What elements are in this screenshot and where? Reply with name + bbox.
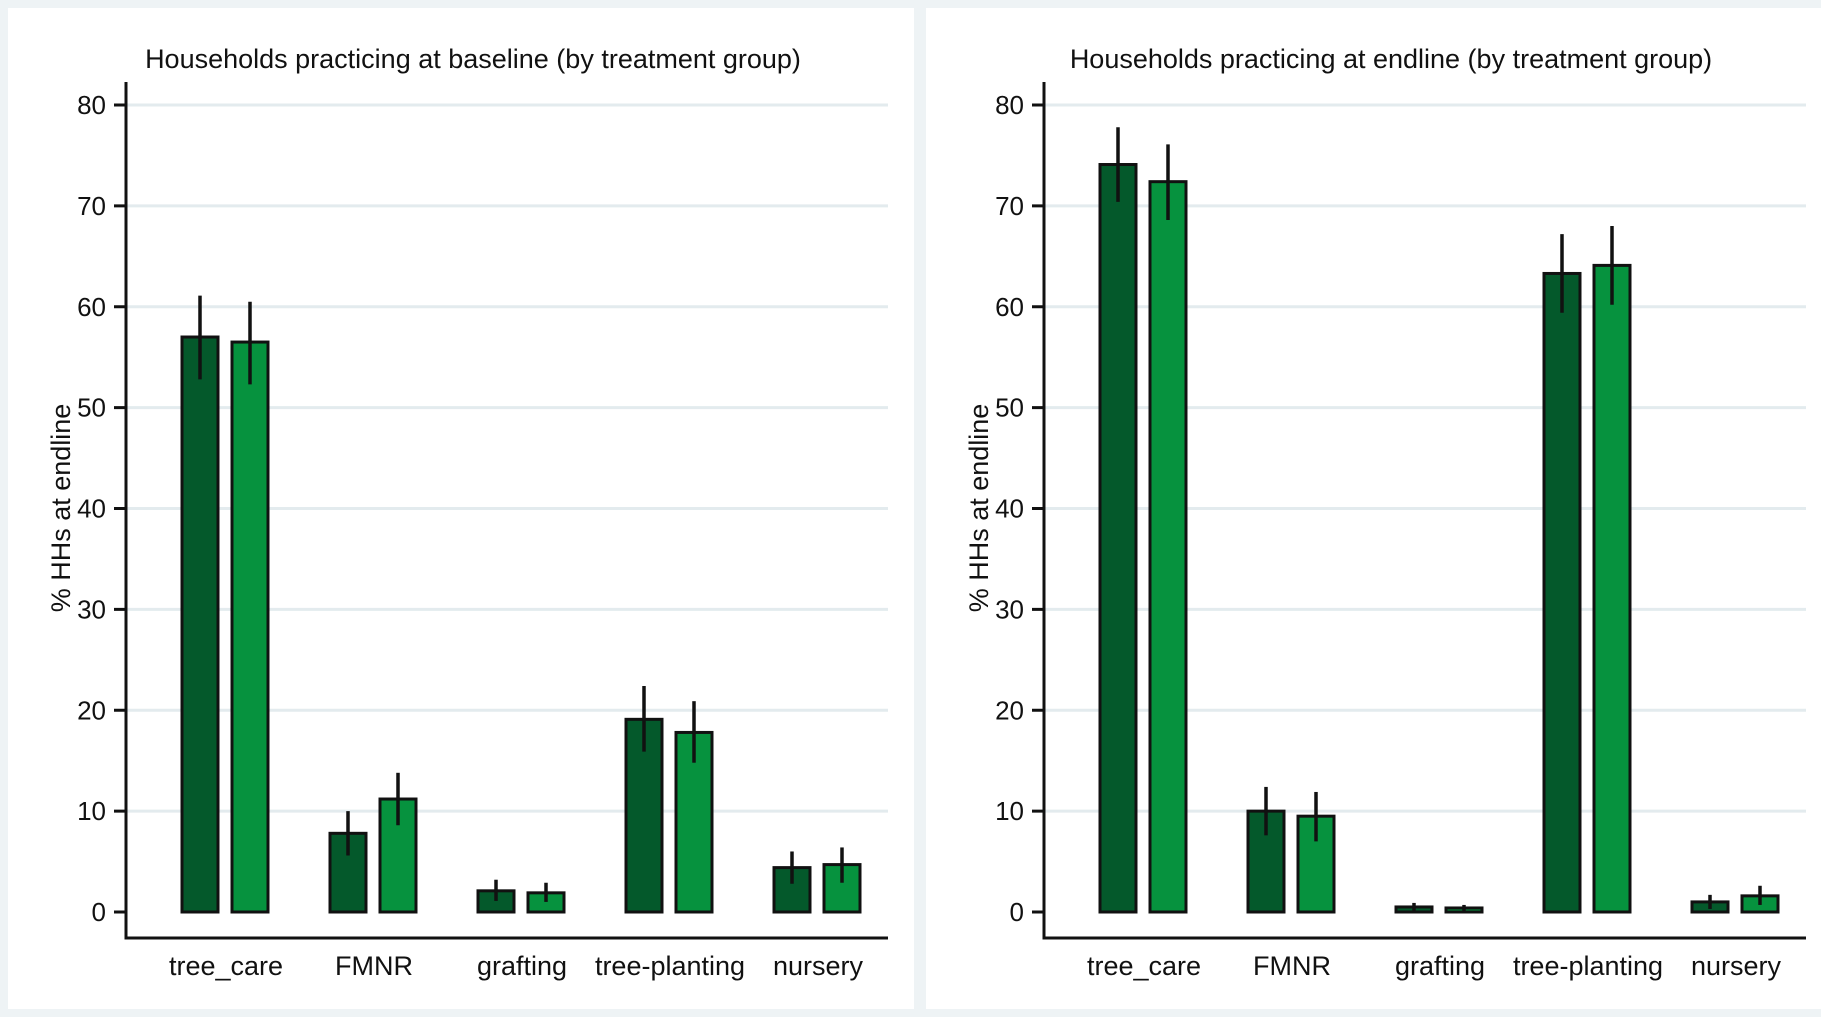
x-tick-label-nursery: nursery — [1691, 951, 1782, 981]
y-tick-label-0: 0 — [1010, 897, 1024, 927]
bar-tree-planting-series-1 — [1542, 271, 1582, 914]
bar-tree-planting-series-2 — [1592, 263, 1632, 914]
y-tick-label-80: 80 — [77, 90, 106, 120]
y-tick-label-0: 0 — [92, 897, 106, 927]
x-tick-label-tree_care: tree_care — [169, 951, 283, 981]
x-tick-label-grafting: grafting — [477, 951, 567, 981]
y-tick-label-80: 80 — [995, 90, 1024, 120]
endline-chart: Households practicing at endline (by tre… — [964, 44, 1806, 981]
chart-panel-baseline: Households practicing at baseline (by tr… — [8, 8, 914, 1009]
baseline-chart: Households practicing at baseline (by tr… — [46, 44, 888, 981]
x-tick-label-nursery: nursery — [773, 951, 864, 981]
y-tick-label-60: 60 — [995, 292, 1024, 322]
bar-FMNR-series-2 — [1296, 814, 1336, 914]
x-tick-label-tree-planting: tree-planting — [1513, 951, 1663, 981]
chart-title: Households practicing at baseline (by tr… — [145, 44, 801, 74]
y-tick-label-30: 30 — [77, 594, 106, 624]
x-tick-label-tree_care: tree_care — [1087, 951, 1201, 981]
y-tick-label-60: 60 — [77, 292, 106, 322]
y-tick-label-10: 10 — [77, 796, 106, 826]
y-tick-label-40: 40 — [995, 494, 1024, 524]
chart-title: Households practicing at endline (by tre… — [1070, 44, 1712, 74]
x-tick-label-FMNR: FMNR — [1253, 951, 1331, 981]
y-tick-label-20: 20 — [995, 695, 1024, 725]
y-axis-label: % HHs at endline — [46, 404, 76, 613]
bar-tree_care-series-2 — [230, 340, 270, 914]
y-tick-label-50: 50 — [77, 393, 106, 423]
y-tick-label-40: 40 — [77, 494, 106, 524]
y-tick-label-30: 30 — [995, 594, 1024, 624]
y-tick-label-70: 70 — [995, 191, 1024, 221]
x-tick-label-tree-planting: tree-planting — [595, 951, 745, 981]
y-tick-label-10: 10 — [995, 796, 1024, 826]
y-axis-label: % HHs at endline — [964, 404, 994, 613]
bar-tree_care-series-1 — [1098, 163, 1138, 914]
bar-tree_care-series-2 — [1148, 180, 1188, 914]
chart-panel-endline: Households practicing at endline (by tre… — [926, 8, 1821, 1009]
y-tick-label-20: 20 — [77, 695, 106, 725]
bar-tree_care-series-1 — [180, 335, 220, 914]
y-tick-label-50: 50 — [995, 393, 1024, 423]
x-tick-label-grafting: grafting — [1395, 951, 1485, 981]
y-tick-label-70: 70 — [77, 191, 106, 221]
x-tick-label-FMNR: FMNR — [335, 951, 413, 981]
